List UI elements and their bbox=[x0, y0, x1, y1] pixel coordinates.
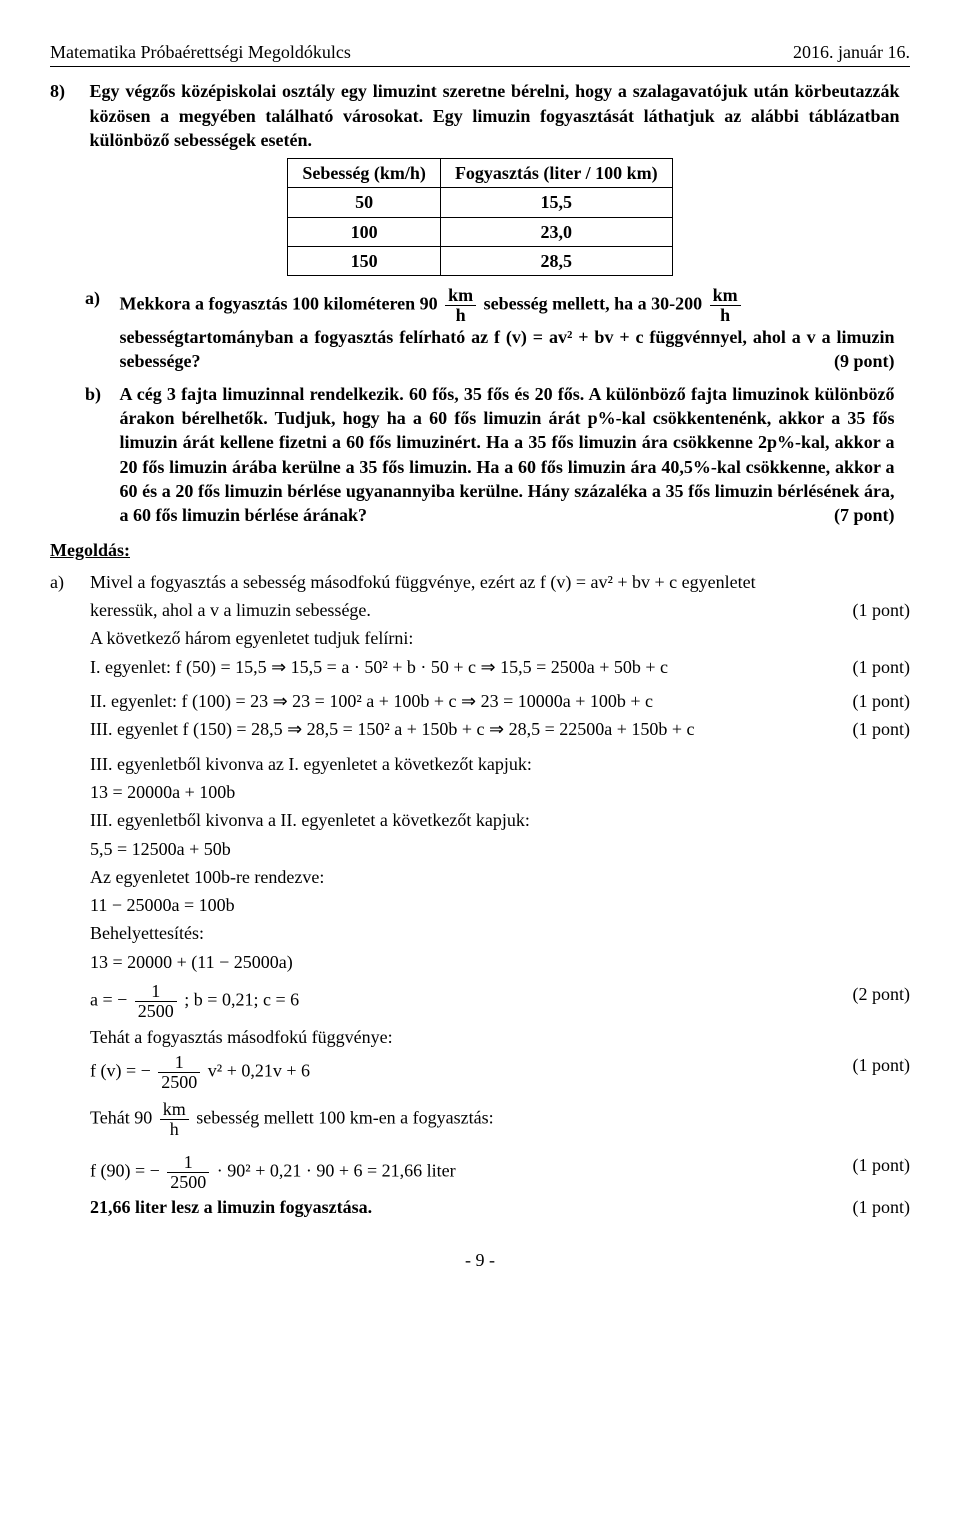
points: (1 pont) bbox=[853, 1153, 911, 1177]
solution-line: keressük, ahol a v a limuzin sebessége. … bbox=[90, 598, 910, 622]
solution-line: a) Mivel a fogyasztás a sebesség másodfo… bbox=[90, 570, 910, 594]
equation-1: I. egyenlet: f (50) = 15,5 ⇒ 15,5 = a · … bbox=[90, 655, 910, 679]
table-header-speed: Sebesség (km/h) bbox=[288, 159, 441, 188]
fraction: 1 2500 bbox=[135, 982, 177, 1021]
header-left: Matematika Próbaérettségi Megoldókulcs bbox=[50, 40, 351, 64]
equation: 13 = 20000 + (11 − 25000a) bbox=[90, 950, 910, 974]
points-b: (7 pont) bbox=[834, 503, 895, 527]
table-header-consumption: Fogyasztás (liter / 100 km) bbox=[440, 159, 672, 188]
equation: 13 = 20000a + 100b bbox=[90, 780, 910, 804]
header-right: 2016. január 16. bbox=[793, 40, 910, 64]
equation-2: II. egyenlet: f (100) = 23 ⇒ 23 = 100² a… bbox=[90, 689, 910, 713]
table-row: 150 28,5 bbox=[288, 247, 672, 276]
page-header: Matematika Próbaérettségi Megoldókulcs 2… bbox=[50, 40, 910, 67]
page-number: - 9 - bbox=[50, 1248, 910, 1272]
solution-line: III. egyenletből kivonva az I. egyenlete… bbox=[90, 752, 910, 776]
equation: 5,5 = 12500a + 50b bbox=[90, 837, 910, 861]
equation: 11 − 25000a = 100b bbox=[90, 893, 910, 917]
solution-line: III. egyenletből kivonva a II. egyenlete… bbox=[90, 808, 910, 832]
part-b-label: b) bbox=[85, 382, 115, 406]
solution-line: Behelyettesítés: bbox=[90, 921, 910, 945]
solution-heading: Megoldás: bbox=[50, 538, 910, 562]
part-a-body: Mekkora a fogyasztás 100 kilométeren 90 … bbox=[120, 286, 895, 373]
fraction-kmh: km h bbox=[445, 286, 476, 325]
points: (1 pont) bbox=[853, 717, 911, 741]
points: (1 pont) bbox=[853, 1195, 911, 1219]
fraction-kmh: km h bbox=[710, 286, 741, 325]
equation-fv: f (v) = − 1 2500 v² + 0,21v + 6 (1 pont) bbox=[90, 1053, 910, 1092]
table-row: 100 23,0 bbox=[288, 217, 672, 246]
points-a: (9 pont) bbox=[834, 349, 895, 373]
solution-line: Tehát 90 km h sebesség mellett 100 km-en… bbox=[90, 1100, 910, 1139]
solution-line: A következő három egyenletet tudjuk felí… bbox=[90, 626, 910, 650]
fraction-kmh: km h bbox=[160, 1100, 189, 1139]
problem-block: 8) Egy végzős középiskolai osztály egy l… bbox=[50, 79, 910, 152]
equation-3: III. egyenlet f (150) = 28,5 ⇒ 28,5 = 15… bbox=[90, 717, 910, 741]
final-answer: 21,66 liter lesz a limuzin fogyasztása. … bbox=[90, 1195, 910, 1219]
problem-intro: Egy végzős középiskolai osztály egy limu… bbox=[90, 79, 900, 152]
part-b-body: A cég 3 fajta limuzinnal rendelkezik. 60… bbox=[120, 382, 895, 528]
part-a-label: a) bbox=[85, 286, 115, 310]
equation-abc: a = − 1 2500 ; b = 0,21; c = 6 (2 pont) bbox=[90, 982, 910, 1021]
fraction: 1 2500 bbox=[158, 1053, 200, 1092]
points: (1 pont) bbox=[853, 598, 911, 622]
consumption-table: Sebesség (km/h) Fogyasztás (liter / 100 … bbox=[287, 158, 672, 276]
points: (1 pont) bbox=[853, 1053, 911, 1077]
equation-f90: f (90) = − 1 2500 · 90² + 0,21 · 90 + 6 … bbox=[90, 1153, 910, 1192]
points: (2 pont) bbox=[853, 982, 911, 1006]
solution-line: Tehát a fogyasztás másodfokú függvénye: bbox=[90, 1025, 910, 1049]
fraction: 1 2500 bbox=[167, 1153, 209, 1192]
table-row: 50 15,5 bbox=[288, 188, 672, 217]
points: (1 pont) bbox=[853, 689, 911, 713]
solution-line: Az egyenletet 100b-re rendezve: bbox=[90, 865, 910, 889]
points: (1 pont) bbox=[853, 655, 911, 679]
problem-number: 8) bbox=[50, 79, 85, 103]
